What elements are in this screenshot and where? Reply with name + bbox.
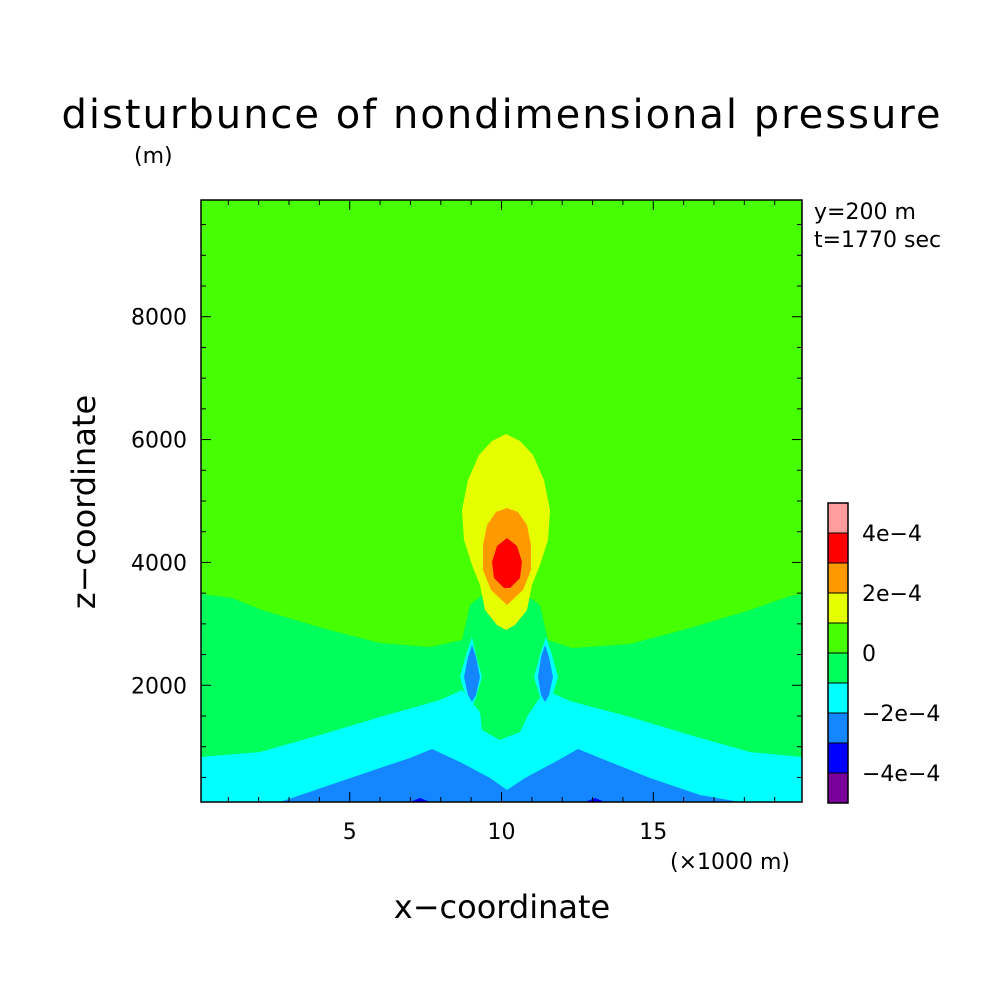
y-tick-label: 4000 <box>131 551 187 576</box>
y-axis-unit: (m) <box>134 144 173 169</box>
colorbar-swatch <box>828 743 848 773</box>
colorbar-swatch <box>828 533 848 563</box>
y-tick-label: 2000 <box>131 674 187 699</box>
colorbar-swatch <box>828 563 848 593</box>
colorbar-label: −4e−4 <box>862 762 940 787</box>
x-tick-label: 15 <box>639 820 667 845</box>
surface-min-left <box>410 798 430 802</box>
annotation-y-position: y=200 m <box>814 200 916 225</box>
colorbar-swatch <box>828 683 848 713</box>
colorbar-swatch <box>828 653 848 683</box>
colorbar-swatch <box>828 623 848 653</box>
y-tick-label: 6000 <box>131 429 187 454</box>
colorbar-label: 0 <box>862 642 876 667</box>
band-neg2e-4-to-neg1e-4 <box>201 690 802 802</box>
colorbar-swatch <box>828 593 848 623</box>
x-tick-label: 10 <box>488 820 516 845</box>
colorbar-label: −2e−4 <box>862 702 940 727</box>
x-axis-label: x−coordinate <box>0 888 1004 926</box>
band-3e-4-to-4e-4 <box>492 538 522 588</box>
x-axis-label-text: x−coordinate <box>393 888 611 926</box>
plot-axes: 5 10 15 2000 4000 6000 8000 <box>131 199 803 845</box>
x-axis-unit: (×1000 m) <box>670 850 791 875</box>
min-right-lobe <box>538 645 553 702</box>
x-tick-label: 5 <box>343 820 357 845</box>
contour-plot-area <box>201 200 802 802</box>
annotation-time: t=1770 sec <box>814 228 942 253</box>
colorbar-swatch <box>828 773 848 803</box>
chart-title: disturbunce of nondimensional pressure <box>61 92 943 138</box>
min-left-lobe <box>464 645 480 702</box>
colorbar-label: 2e−4 <box>862 582 922 607</box>
y-tick-label: 8000 <box>131 306 187 331</box>
surface-min-right <box>585 798 605 802</box>
colorbar-swatch <box>828 503 848 533</box>
colorbar-label: 4e−4 <box>862 522 922 547</box>
colorbar-swatch <box>828 713 848 743</box>
band-neg3e-4-to-neg2e-4 <box>201 749 802 802</box>
colorbar: −4e−4 −2e−4 0 2e−4 4e−4 <box>827 502 940 804</box>
